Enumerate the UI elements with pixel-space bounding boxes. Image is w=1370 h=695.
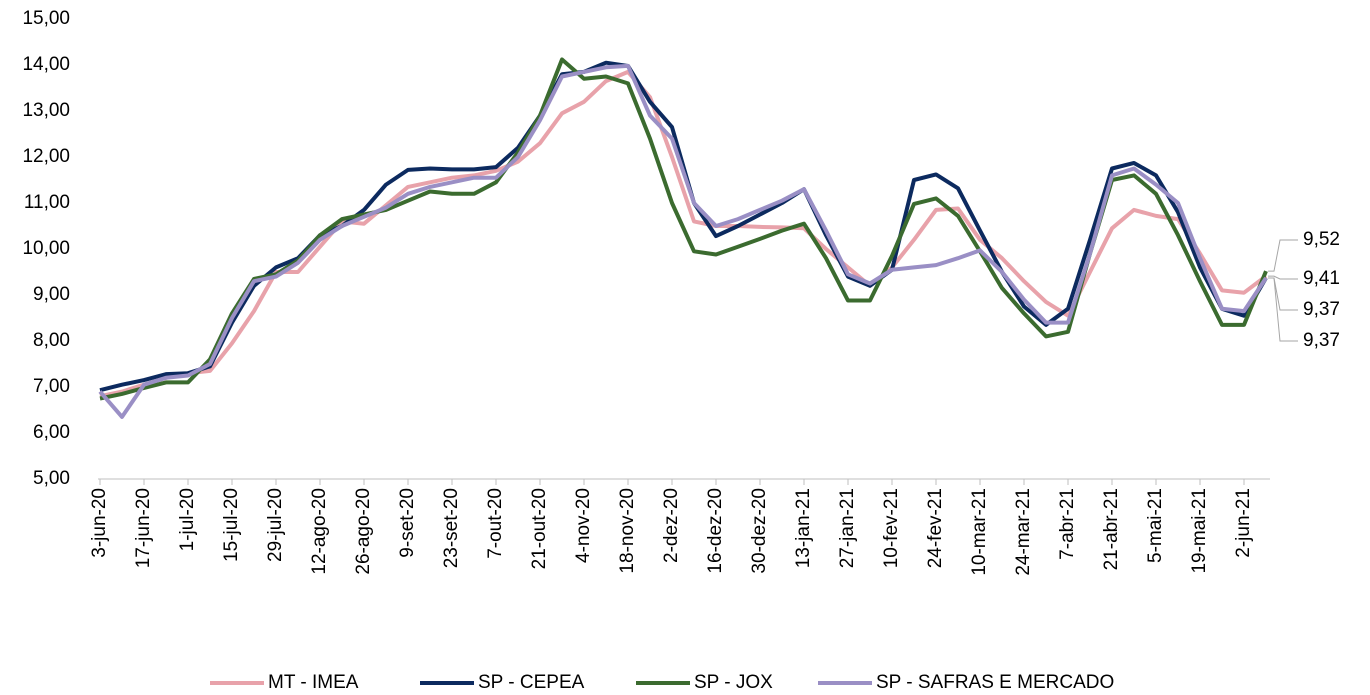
x-tick-label: 19-mai-21 bbox=[1189, 488, 1210, 574]
data-label: 9,37 bbox=[1303, 330, 1340, 351]
y-tick-label: 9,00 bbox=[33, 284, 70, 305]
x-tick-label: 4-nov-20 bbox=[573, 488, 594, 563]
leader-line bbox=[1268, 277, 1298, 311]
legend-label: SP - SAFRAS E MERCADO bbox=[876, 672, 1114, 693]
leader-line bbox=[1268, 275, 1298, 280]
x-tick-label: 24-mar-21 bbox=[1013, 488, 1034, 576]
y-tick-label: 12,00 bbox=[22, 146, 70, 167]
legend-label: MT - IMEA bbox=[268, 672, 359, 693]
x-tick-label: 23-set-20 bbox=[441, 488, 462, 568]
x-tick-label: 5-mai-21 bbox=[1145, 488, 1166, 563]
x-tick-label: 12-ago-20 bbox=[309, 488, 330, 575]
x-tick-label: 26-ago-20 bbox=[353, 488, 374, 575]
x-tick-label: 29-jul-20 bbox=[265, 488, 286, 562]
x-tick-label: 21-out-20 bbox=[529, 488, 550, 569]
x-tick-label: 10-fev-21 bbox=[881, 488, 902, 568]
x-tick-label: 17-jun-20 bbox=[133, 488, 154, 568]
y-tick-label: 15,00 bbox=[22, 8, 70, 29]
x-tick-label: 10-mar-21 bbox=[969, 488, 990, 576]
legend-label: SP - JOX bbox=[694, 672, 773, 693]
x-tick-label: 2-dez-20 bbox=[661, 488, 682, 563]
y-tick-label: 14,00 bbox=[22, 54, 70, 75]
series-line bbox=[99, 57, 1268, 401]
x-tick-label: 21-abr-21 bbox=[1101, 488, 1122, 570]
y-tick-label: 11,00 bbox=[24, 192, 70, 213]
x-tick-label: 7-out-20 bbox=[485, 488, 506, 559]
x-tick-label: 1-jul-20 bbox=[177, 488, 198, 551]
x-tick-label: 3-jun-20 bbox=[89, 488, 110, 558]
x-tick-label: 27-jan-21 bbox=[837, 488, 858, 568]
data-label: 9,52 bbox=[1303, 229, 1340, 250]
data-label: 9,37 bbox=[1303, 299, 1340, 320]
x-tick-label: 30-dez-20 bbox=[749, 488, 770, 574]
x-tick-label: 7-abr-21 bbox=[1057, 488, 1078, 560]
leader-line bbox=[1268, 239, 1298, 272]
y-tick-label: 8,00 bbox=[33, 330, 70, 351]
data-label: 9,41 bbox=[1303, 268, 1340, 289]
x-tick-label: 24-fev-21 bbox=[925, 488, 946, 568]
x-tick-label: 15-jul-20 bbox=[221, 488, 242, 562]
series-line bbox=[98, 63, 1268, 419]
x-tick-label: 16-dez-20 bbox=[705, 488, 726, 574]
y-tick-label: 10,00 bbox=[22, 238, 70, 259]
legend-label: SP - CEPEA bbox=[478, 672, 585, 693]
x-tick-label: 13-jan-21 bbox=[793, 488, 814, 568]
y-tick-label: 7,00 bbox=[33, 376, 70, 397]
x-tick-label: 18-nov-20 bbox=[617, 488, 638, 574]
y-tick-label: 13,00 bbox=[22, 100, 70, 121]
x-tick-label: 9-set-20 bbox=[397, 488, 418, 558]
x-tick-label: 2-jun-21 bbox=[1233, 488, 1254, 558]
leader-line bbox=[1268, 277, 1298, 342]
y-tick-label: 6,00 bbox=[33, 422, 70, 443]
y-tick-label: 5,00 bbox=[33, 468, 70, 489]
